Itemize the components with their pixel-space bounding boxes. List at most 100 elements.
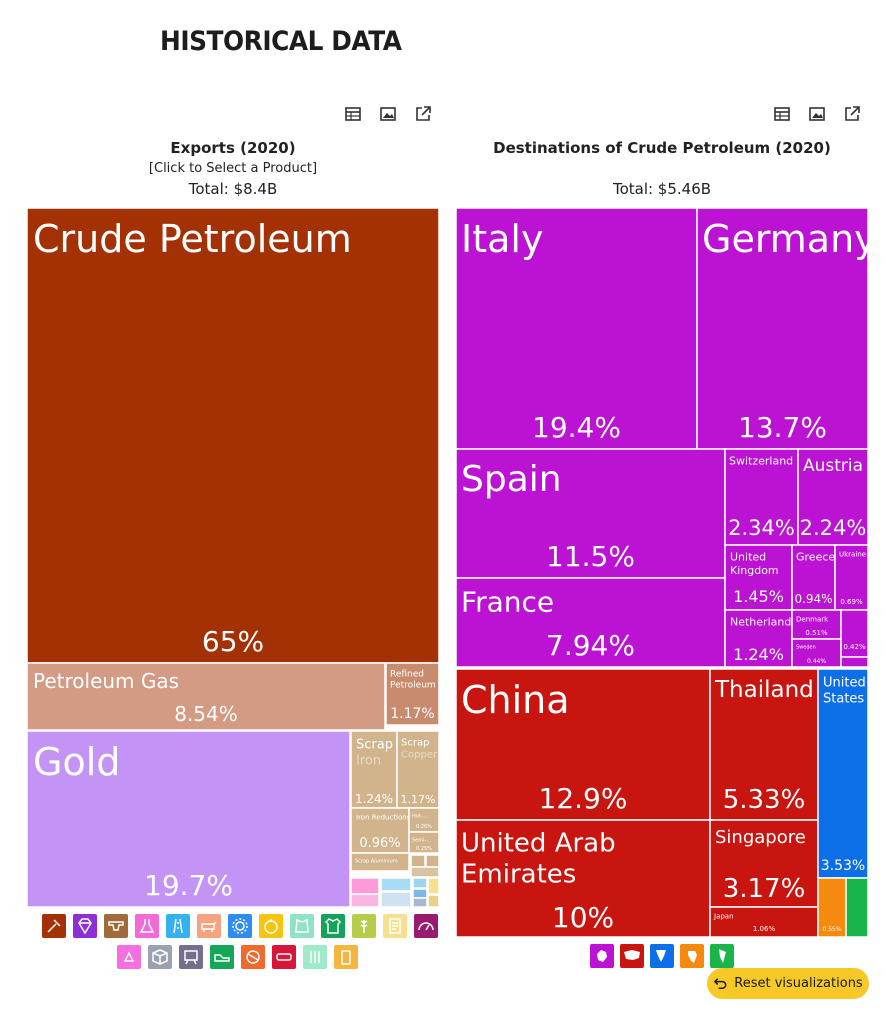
treemap-tile[interactable]: Petroleum Gas 8.54% [26, 662, 386, 731]
products-icon[interactable] [334, 945, 358, 969]
metals-icon[interactable] [104, 914, 128, 938]
europe-icon[interactable] [590, 944, 614, 968]
vegetable-products-icon[interactable] [352, 914, 376, 938]
weapons-icon[interactable] [241, 945, 265, 969]
treemap-tile[interactable]: Netherlands 1.24% [724, 609, 797, 668]
tile-rect[interactable] [26, 207, 440, 664]
tile-rect[interactable] [26, 662, 386, 731]
treemap-tile[interactable]: Japan 1.06% [709, 906, 819, 938]
image-icon[interactable] [808, 105, 826, 123]
treemap-tile[interactable]: France 7.94% [455, 577, 726, 668]
treemap-tile[interactable]: Germany 13.7% [696, 207, 877, 450]
small-product-tile[interactable] [410, 866, 440, 878]
small-product-tile[interactable] [412, 877, 428, 889]
tile-rect[interactable] [396, 730, 440, 809]
asia-icon[interactable] [620, 944, 644, 968]
treemap-tile[interactable]: Italy 19.4% [455, 207, 698, 450]
animal-products-icon[interactable] [197, 914, 221, 938]
treemap-tile[interactable]: Ukraine 0.69% [834, 544, 869, 611]
paper-goods-icon[interactable] [383, 914, 407, 938]
treemap-tile[interactable]: Scrap Aluminium [350, 852, 410, 872]
share-icon[interactable] [414, 105, 432, 123]
reset-visualizations-button[interactable]: Reset visualizations [707, 968, 869, 999]
tile-rect[interactable] [791, 544, 836, 611]
tile-rect[interactable] [709, 668, 819, 821]
treemap-tile[interactable]: China 12.9% [455, 668, 711, 821]
north-america-icon[interactable] [650, 944, 674, 968]
small-product-tile[interactable] [427, 894, 440, 908]
arts-and-antiques-icon[interactable] [179, 945, 203, 969]
tile-rect[interactable] [840, 609, 869, 658]
treemap-tile[interactable]: Gold 19.7% [26, 730, 351, 908]
table-icon[interactable] [773, 105, 791, 123]
transportation-icon[interactable] [272, 945, 296, 969]
treemap-tile[interactable]: Singapore 3.17% [709, 819, 819, 908]
tile-rect[interactable] [724, 544, 793, 611]
small-product-tile[interactable] [412, 888, 428, 899]
table-icon[interactable] [344, 105, 362, 123]
tile-rect[interactable] [834, 544, 869, 611]
small-country-tile[interactable] [840, 656, 869, 668]
miscellaneous-icon[interactable] [148, 945, 172, 969]
tile-rect[interactable] [455, 207, 698, 450]
small-product-tile[interactable] [412, 897, 428, 908]
tile-rect[interactable] [797, 448, 869, 546]
tile-rect[interactable] [817, 877, 847, 938]
tile-rect[interactable] [26, 730, 351, 908]
treemap-tile[interactable]: Denmark 0.51% [791, 609, 842, 640]
small-product-tile[interactable] [425, 854, 440, 868]
foodstuffs-icon[interactable] [259, 914, 283, 938]
treemap-tile[interactable]: Greece 0.94% [791, 544, 836, 611]
chemical-products-icon[interactable] [135, 914, 159, 938]
small-product-tile[interactable] [350, 877, 380, 895]
treemap-tile[interactable] [845, 877, 869, 938]
treemap-tile[interactable]: 0.42% [840, 609, 869, 658]
tile-rect[interactable] [350, 807, 410, 854]
treemap-tile[interactable]: Sweden 0.44% [791, 638, 842, 668]
south-america-icon[interactable] [710, 944, 734, 968]
treemap-tile[interactable]: Hot-... 0.26% [408, 807, 440, 833]
treemap-tile[interactable]: Switzerland 2.34% [724, 448, 799, 546]
treemap-tile[interactable]: Crude Petroleum 65% [26, 207, 440, 664]
africa-icon[interactable] [680, 944, 704, 968]
tile-rect[interactable] [385, 662, 440, 726]
tile-rect[interactable] [696, 207, 869, 450]
small-product-tile[interactable] [427, 877, 440, 895]
tile-rect[interactable] [709, 819, 819, 908]
stone-and-glass-icon[interactable] [166, 914, 190, 938]
treemap-tile[interactable]: Austria 2.24% [797, 448, 869, 546]
small-product-tile[interactable] [380, 877, 412, 892]
image-icon[interactable] [379, 105, 397, 123]
tile-rect[interactable] [455, 819, 711, 938]
instruments-icon[interactable] [414, 914, 438, 938]
tile-rect[interactable] [455, 448, 726, 579]
mineral-products-icon[interactable] [42, 914, 66, 938]
textiles-icon[interactable] [321, 914, 345, 938]
tile-rect[interactable] [350, 852, 410, 872]
tile-rect[interactable] [455, 668, 711, 821]
treemap-tile[interactable]: Spain 11.5% [455, 448, 726, 579]
select-product-link[interactable]: [Click to Select a Product] [148, 161, 318, 176]
tile-rect[interactable] [817, 668, 869, 879]
animal-hides-icon[interactable] [290, 914, 314, 938]
machines-icon[interactable] [228, 914, 252, 938]
tile-rect[interactable] [455, 577, 726, 668]
treemap-tile[interactable]: 0.55% [817, 877, 847, 938]
treemap-tile[interactable]: Thailand 5.33% [709, 668, 819, 821]
plastics-and-rubbers-icon[interactable] [117, 945, 141, 969]
tile-rect[interactable] [408, 831, 440, 854]
share-icon[interactable] [843, 105, 861, 123]
treemap-tile[interactable]: Semi-... 0.25% [408, 831, 440, 854]
footwear-icon[interactable] [210, 945, 234, 969]
precious-metals-icon[interactable] [73, 914, 97, 938]
tile-rect[interactable] [845, 877, 869, 938]
treemap-tile[interactable]: Iron Reductions 0.96% [350, 807, 411, 854]
small-product-tile[interactable] [350, 893, 380, 908]
